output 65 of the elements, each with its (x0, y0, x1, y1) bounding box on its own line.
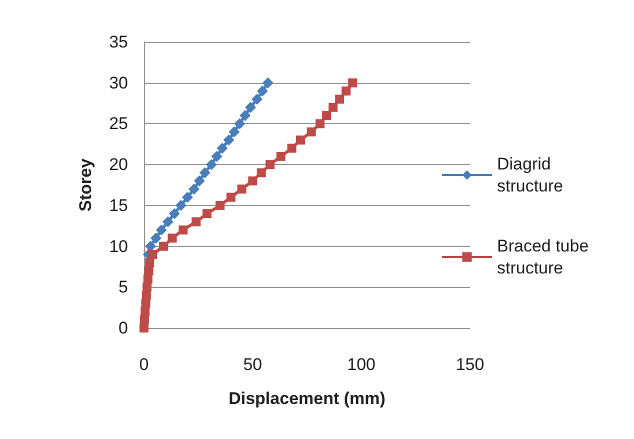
y-tick-label: 20 (109, 155, 128, 174)
point (237, 184, 246, 194)
y-tick-label: 35 (109, 32, 128, 52)
point (342, 86, 351, 96)
point (140, 315, 149, 324)
point (211, 150, 222, 162)
point (178, 225, 188, 234)
legend-label: Braced tube structure (497, 236, 589, 278)
point (226, 192, 236, 202)
point (276, 152, 286, 161)
point (159, 242, 168, 251)
point (266, 160, 275, 170)
point (262, 77, 274, 88)
x-tick-label: 150 (456, 355, 484, 374)
point (148, 250, 158, 259)
point (244, 102, 256, 113)
point (150, 232, 162, 244)
legend-label: Diagrid structure (497, 154, 564, 196)
point (182, 192, 193, 203)
point (322, 111, 332, 120)
point (316, 119, 325, 128)
point (202, 209, 212, 218)
point (188, 184, 200, 195)
y-tick-label: 5 (118, 278, 128, 297)
point (175, 200, 186, 211)
point (335, 94, 344, 104)
point (287, 144, 296, 153)
point (142, 282, 152, 292)
point (206, 159, 217, 170)
y-axis-title: Storey (76, 158, 95, 212)
point (228, 126, 240, 138)
point (156, 224, 167, 236)
point (199, 167, 210, 178)
point (223, 134, 234, 146)
y-tick-label: 10 (109, 236, 128, 256)
y-tick-label: 30 (109, 73, 128, 92)
point (234, 118, 246, 130)
point (306, 127, 316, 136)
point (256, 168, 266, 178)
point (143, 274, 152, 284)
point (162, 216, 174, 228)
point (328, 102, 338, 112)
point (248, 176, 258, 186)
point (296, 136, 305, 145)
point (192, 217, 201, 226)
point (194, 175, 205, 186)
point (168, 234, 177, 243)
y-tick-label: 0 (118, 318, 128, 338)
x-tick-label: 50 (243, 355, 262, 374)
point (240, 110, 251, 122)
point (142, 290, 151, 300)
x-tick-label: 100 (347, 355, 376, 374)
point (252, 94, 263, 105)
point (256, 86, 268, 97)
point (144, 266, 154, 276)
point (141, 298, 150, 308)
point (145, 258, 154, 268)
point (216, 142, 228, 154)
x-axis-title: Displacement (mm) (228, 389, 386, 408)
point (168, 208, 180, 220)
y-tick-label: 25 (109, 114, 128, 134)
point (216, 200, 225, 210)
x-tick-label: 0 (139, 355, 149, 374)
y-tick-label: 15 (109, 196, 128, 215)
point (348, 78, 358, 88)
